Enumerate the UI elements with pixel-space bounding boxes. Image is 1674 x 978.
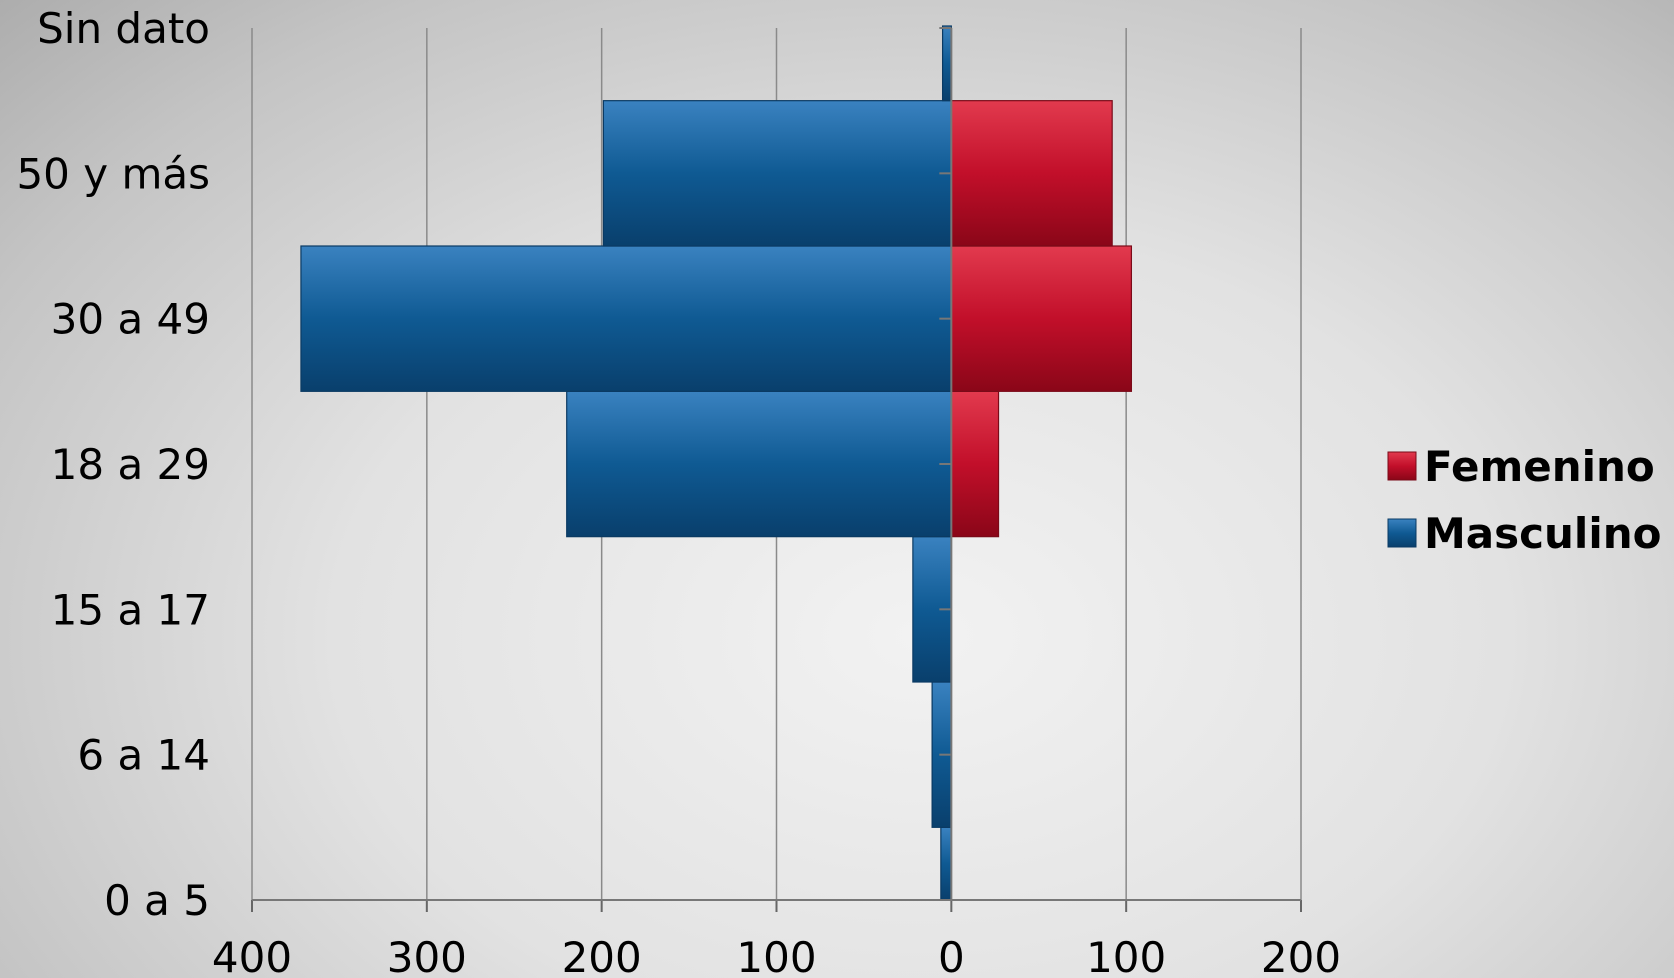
category-label: 15 a 17 — [51, 585, 210, 634]
legend-label-femenino: Femenino — [1424, 442, 1655, 491]
category-label: 18 a 29 — [51, 440, 210, 489]
x-tick-label: 200 — [562, 933, 642, 978]
x-tick-label: 0 — [938, 933, 965, 978]
category-label: 6 a 14 — [77, 731, 210, 780]
axes: 400 300 200 100 0 100 200 0 a 5 6 a 14 15 a 17 18 … — [16, 4, 1341, 978]
category-label: 30 a 49 — [51, 295, 210, 344]
legend-swatch-masculino — [1387, 518, 1417, 548]
category-label: Sin dato — [37, 4, 210, 53]
x-tick-label: 100 — [736, 933, 816, 978]
bar-femenino-4 — [950, 245, 1133, 392]
x-tick-label: 400 — [212, 933, 292, 978]
bar-masculino-4 — [300, 245, 952, 392]
legend: Femenino Masculino — [1387, 442, 1661, 558]
bar-masculino-0 — [940, 826, 952, 901]
category-label: 0 a 5 — [104, 876, 210, 925]
x-tick-label: 100 — [1086, 933, 1166, 978]
x-tick-label: 300 — [387, 933, 467, 978]
bar-masculino-5 — [602, 100, 952, 247]
x-tick-label: 200 — [1261, 933, 1341, 978]
bar-femenino-3 — [950, 390, 1000, 538]
legend-swatch-femenino — [1387, 451, 1417, 481]
category-label: 50 y más — [16, 149, 210, 198]
bars — [300, 25, 1133, 901]
bar-femenino-5 — [950, 100, 1113, 247]
bar-masculino-6 — [941, 25, 952, 102]
bar-masculino-3 — [566, 390, 952, 538]
legend-label-masculino: Masculino — [1424, 509, 1661, 558]
